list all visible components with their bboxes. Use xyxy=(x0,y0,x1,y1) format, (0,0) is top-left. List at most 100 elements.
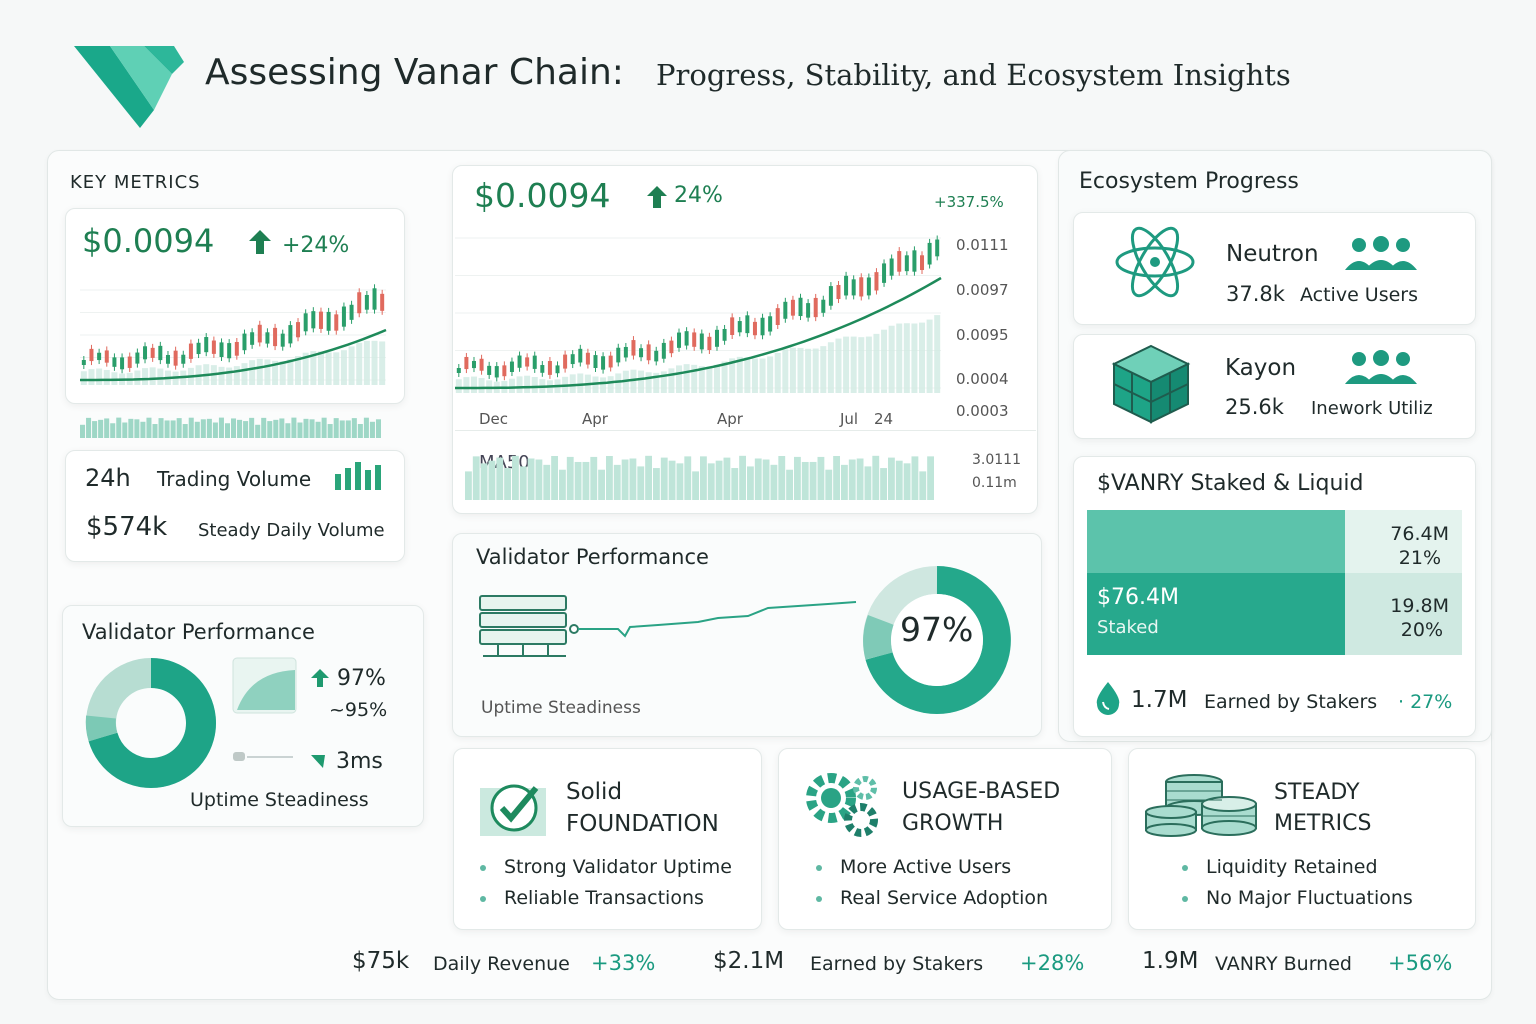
bg-bar xyxy=(241,363,248,385)
validator-card xyxy=(62,605,424,827)
cube-icon xyxy=(1111,344,1191,424)
volume-bar xyxy=(110,423,116,438)
candle xyxy=(296,322,301,338)
stat-change: +28% xyxy=(1020,951,1085,975)
stat-value: $75k xyxy=(352,948,410,974)
volume-period: 24h xyxy=(85,464,131,492)
volume-bar xyxy=(692,471,699,500)
volume-bar xyxy=(504,468,511,500)
bg-bar xyxy=(348,346,355,385)
bg-bar xyxy=(302,352,309,385)
bg-bar xyxy=(805,348,812,393)
volume-bar xyxy=(629,458,637,500)
staked-block-top xyxy=(1087,510,1345,573)
validator-title: Validator Performance xyxy=(476,545,709,569)
price: $0.0094 xyxy=(82,222,215,260)
volume-bar xyxy=(668,460,676,500)
candle xyxy=(570,354,575,365)
candle xyxy=(859,277,864,297)
candle xyxy=(97,352,102,361)
volume-bar xyxy=(465,471,472,500)
item-label: Active Users xyxy=(1300,284,1419,306)
volume-bar xyxy=(146,417,152,438)
candle xyxy=(790,299,795,316)
volume-bar xyxy=(864,466,872,500)
candle xyxy=(372,288,377,310)
stat-change: +33% xyxy=(591,951,656,975)
volume-bar xyxy=(327,424,333,438)
users-icon xyxy=(1345,236,1417,270)
volume-bar xyxy=(700,456,707,500)
bg-bar xyxy=(256,358,263,385)
volume-bar xyxy=(739,455,746,500)
candle xyxy=(783,301,788,319)
bg-bar xyxy=(767,356,774,393)
validator-title: Validator Performance xyxy=(82,620,315,644)
candle xyxy=(509,361,514,372)
candle xyxy=(768,316,773,332)
volume-bar xyxy=(369,421,375,438)
baseline: ~95% xyxy=(329,699,388,721)
bg-bar xyxy=(463,377,470,393)
volume-bar xyxy=(98,419,104,438)
volume-bar xyxy=(297,422,303,438)
bullet: Liquidity Retained xyxy=(1182,856,1378,878)
candle xyxy=(219,342,224,358)
bg-bar xyxy=(577,373,584,393)
candle xyxy=(722,328,727,341)
area-icon xyxy=(232,657,297,714)
candle xyxy=(684,331,689,346)
stat-label: VANRY Burned xyxy=(1215,953,1352,975)
volume-bar xyxy=(176,418,182,438)
candle xyxy=(158,345,163,361)
candle xyxy=(646,344,651,361)
volume-bar xyxy=(621,459,629,500)
candle xyxy=(699,333,704,350)
card-title: Solid xyxy=(566,779,623,805)
volume-bar xyxy=(645,455,652,500)
candle xyxy=(798,297,803,317)
row-value: 76.4M xyxy=(1390,523,1449,545)
bg-bar xyxy=(903,323,910,393)
stat-value: $2.1M xyxy=(713,948,785,974)
item-name: Neutron xyxy=(1226,241,1319,267)
candle xyxy=(173,350,178,366)
latency-line xyxy=(233,752,325,768)
bg-bar xyxy=(531,377,538,393)
bg-bar xyxy=(896,323,903,393)
bg-bar xyxy=(149,367,156,385)
earned-label: Earned by Stakers xyxy=(1204,691,1378,713)
volume-bar xyxy=(496,457,504,500)
stat-value: 1.9M xyxy=(1142,948,1199,974)
candle xyxy=(280,333,285,347)
volume-strip xyxy=(80,417,381,438)
candle xyxy=(669,340,674,354)
volume-bar xyxy=(321,417,327,438)
volume-bar xyxy=(825,469,833,500)
volume-bar xyxy=(880,468,887,500)
bg-bar xyxy=(729,358,736,393)
bg-bar xyxy=(782,349,789,393)
gear-icon xyxy=(806,773,878,837)
candle xyxy=(127,356,132,368)
bg-bar xyxy=(134,370,141,385)
bg-bar xyxy=(744,357,751,393)
title: Assessing Vanar Chain: xyxy=(205,52,624,93)
bg-bar xyxy=(835,338,842,393)
bg-bar xyxy=(569,374,576,393)
bg-bar xyxy=(524,375,531,393)
price: $0.0094 xyxy=(474,176,611,215)
candle xyxy=(714,329,719,347)
bg-bar xyxy=(340,350,347,385)
candle xyxy=(844,275,849,296)
candle xyxy=(143,346,148,360)
bg-bar xyxy=(797,347,804,393)
bg-bar xyxy=(706,366,713,393)
candle xyxy=(882,263,887,283)
up-arrow xyxy=(311,669,329,687)
x-tick-label: Apr xyxy=(582,410,608,428)
volume-bar xyxy=(164,420,170,438)
volume-bar xyxy=(86,417,92,438)
volume-bar xyxy=(224,423,230,438)
bg-bar xyxy=(736,356,743,393)
